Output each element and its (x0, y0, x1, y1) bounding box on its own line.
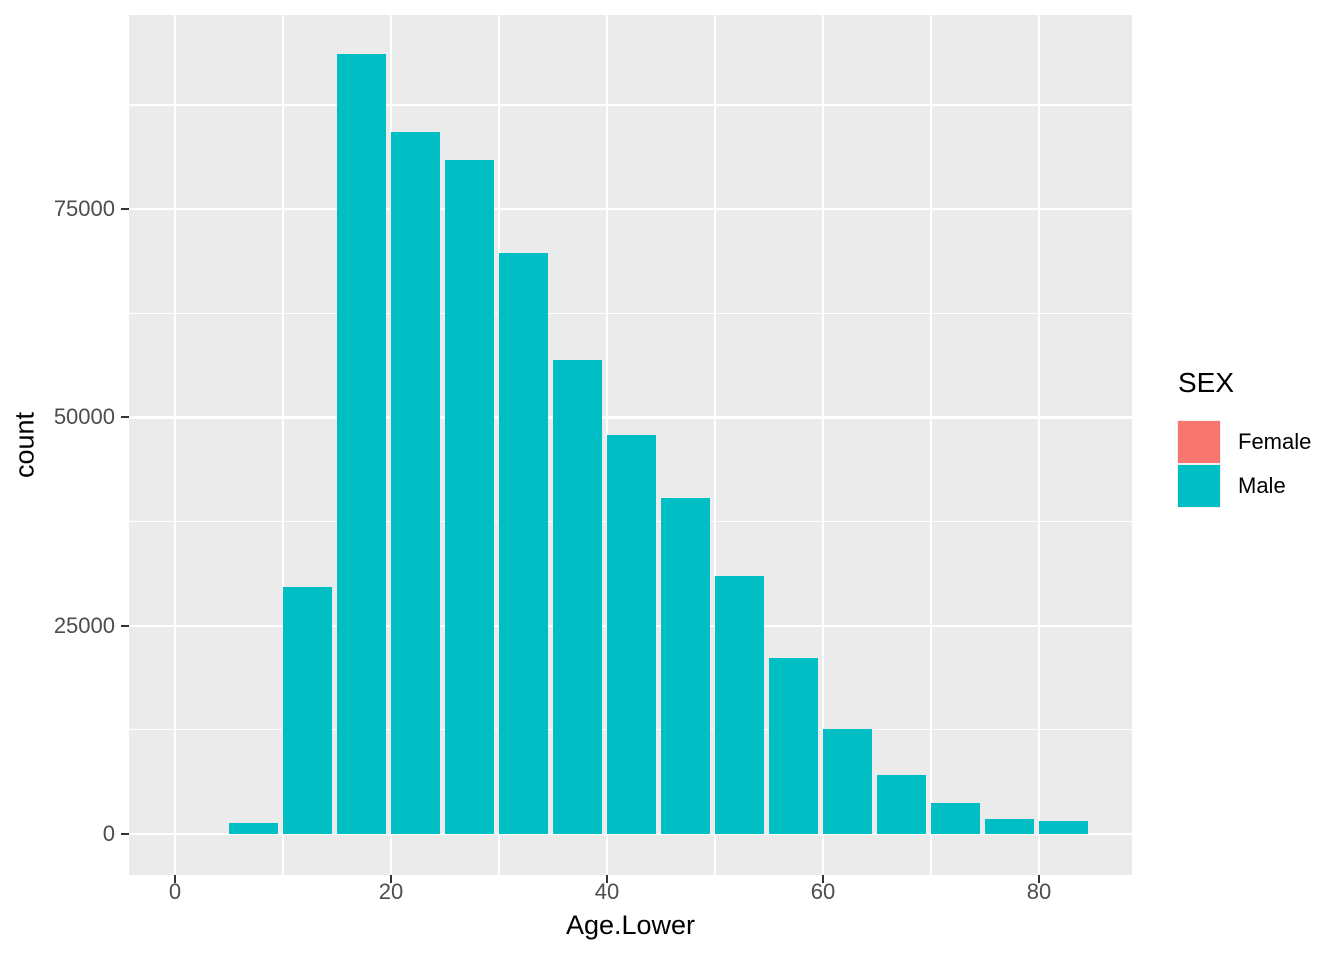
grid-major-x (605, 15, 609, 875)
histogram-bar (1039, 820, 1088, 834)
grid-minor-x (930, 15, 932, 875)
grid-major-x (821, 15, 825, 875)
y-axis-title: count (9, 411, 40, 479)
histogram-bar (391, 132, 440, 834)
x-axis-tick-label: 40 (594, 879, 620, 904)
histogram-bar (607, 434, 656, 834)
histogram-bar (661, 498, 710, 834)
grid-major-y (129, 416, 1132, 419)
x-axis-title: Age.Lower (565, 910, 696, 940)
histogram-bar (337, 54, 386, 834)
histogram-bar (985, 819, 1034, 834)
legend-entries: Female Male (1178, 420, 1311, 507)
x-axis-tick-label: 0 (168, 879, 182, 904)
histogram-bar (715, 575, 764, 834)
legend-entry-female: Female (1178, 420, 1311, 463)
x-axis-tick-label: 60 (810, 879, 836, 904)
histogram-bar (553, 359, 602, 834)
histogram-bar (499, 253, 548, 834)
y-axis-tick-label: 0 (102, 821, 115, 846)
histogram-bar (877, 774, 926, 834)
x-axis-tick-label: 80 (1026, 879, 1052, 904)
legend-key-male (1178, 464, 1220, 507)
y-axis-tick-label: 75000 (53, 196, 115, 222)
histogram-bar (931, 803, 980, 834)
y-axis-tick-label: 50000 (53, 404, 115, 430)
x-axis-tick-label: 20 (378, 879, 404, 904)
histogram-bar (283, 587, 332, 834)
grid-major-x (173, 15, 177, 875)
x-axis-tick (822, 875, 824, 883)
legend: SEX Female Male (1178, 368, 1311, 508)
y-axis-tick (121, 416, 129, 419)
legend-label-male: Male (1238, 472, 1286, 498)
histogram-bar (823, 729, 872, 834)
grid-minor-x (498, 15, 500, 875)
y-axis-tick (121, 624, 129, 627)
y-axis-tick (121, 208, 129, 211)
plot-panel (129, 15, 1132, 875)
grid-minor-x (714, 15, 716, 875)
legend-label-female: Female (1238, 428, 1312, 454)
y-axis-tick (121, 833, 129, 835)
legend-key-female (1178, 420, 1220, 463)
grid-major-y (129, 832, 1132, 836)
histogram-bar (769, 658, 818, 834)
legend-title: SEX (1178, 367, 1235, 398)
grid-minor-x (282, 15, 284, 875)
grid-major-y (129, 207, 1132, 211)
legend-entry-male: Male (1178, 464, 1311, 507)
grid-major-x (389, 15, 393, 875)
x-axis-tick (1038, 875, 1040, 883)
histogram-bar (445, 159, 494, 834)
grid-major-x (1037, 15, 1041, 875)
x-axis-tick (606, 875, 608, 883)
grid-minor-y (129, 104, 1132, 106)
x-axis-tick (174, 875, 176, 883)
histogram-bar (229, 823, 278, 834)
y-axis-tick-label: 25000 (53, 612, 115, 638)
grid-minor-y (129, 312, 1132, 314)
x-axis-tick (390, 875, 392, 883)
